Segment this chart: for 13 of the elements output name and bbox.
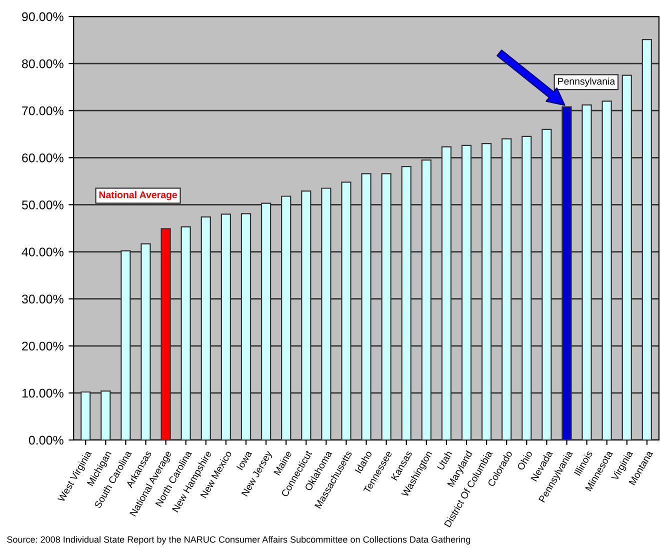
source-note: Source: 2008 Individual State Report by the NARUC Consumer Affairs Subcommittee on Collections Data Gathering bbox=[7, 536, 470, 544]
y-tick-label: 60.00% bbox=[22, 153, 64, 162]
y-tick-label: 40.00% bbox=[22, 248, 64, 256]
y-tick-label: 0.00% bbox=[28, 436, 64, 445]
y-tick-label: 80.00% bbox=[22, 59, 64, 68]
y-tick-label: 50.00% bbox=[22, 200, 64, 210]
annotation: National Average bbox=[99, 191, 178, 200]
y-tick-label: 90.00% bbox=[22, 12, 64, 22]
y-tick-label: 10.00% bbox=[22, 388, 64, 398]
y-tick-label: 70.00% bbox=[22, 106, 64, 116]
y-tick-label: 30.00% bbox=[22, 294, 64, 304]
annotation: Pennsylvania bbox=[558, 78, 616, 87]
y-tick-label: 20.00% bbox=[22, 342, 64, 351]
